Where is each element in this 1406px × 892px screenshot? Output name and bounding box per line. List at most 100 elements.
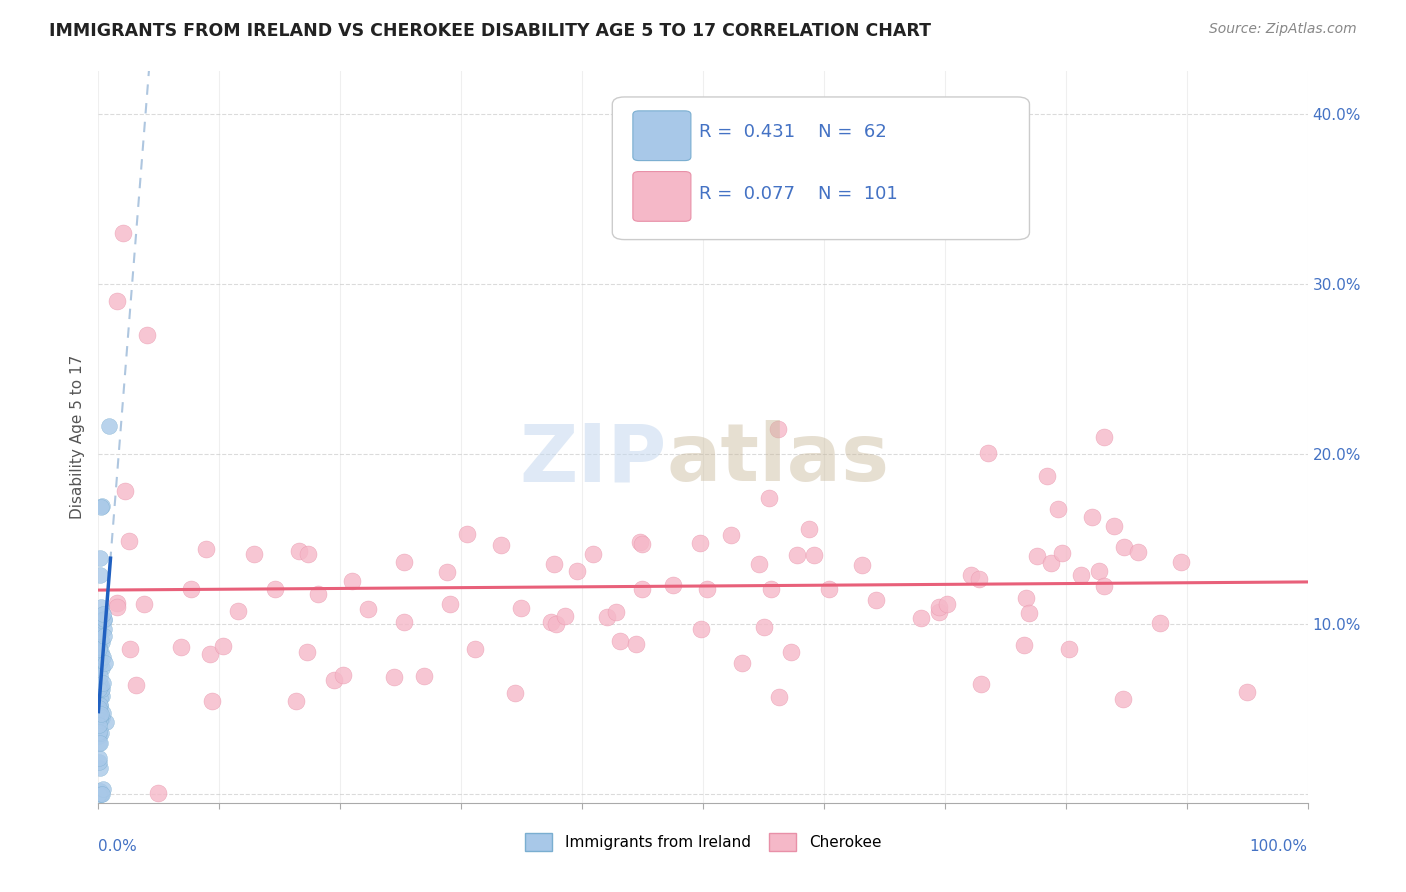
- Text: R =  0.431    N =  62: R = 0.431 N = 62: [699, 123, 887, 141]
- Point: [1047, 502, 1070, 516]
- Point: [567, 564, 589, 578]
- Point: [287, 544, 309, 558]
- Point: [967, 572, 990, 586]
- Point: [87, 730, 110, 744]
- Point: [1081, 509, 1104, 524]
- Point: [464, 641, 486, 656]
- Point: [91, 607, 114, 622]
- Point: [394, 615, 416, 630]
- Point: [89, 656, 111, 670]
- Point: [631, 582, 654, 596]
- Point: [1149, 616, 1171, 631]
- Point: [87, 652, 110, 666]
- Point: [505, 686, 527, 700]
- Point: [1112, 691, 1135, 706]
- Point: [910, 611, 932, 625]
- Point: [87, 656, 110, 670]
- Point: [689, 622, 711, 636]
- Point: [661, 578, 683, 592]
- Y-axis label: Disability Age 5 to 17: Disability Age 5 to 17: [70, 355, 86, 519]
- Point: [105, 600, 128, 615]
- Point: [98, 419, 121, 434]
- Point: [90, 678, 112, 692]
- Point: [543, 557, 565, 571]
- Point: [605, 605, 627, 619]
- Point: [90, 500, 112, 515]
- Point: [195, 542, 218, 557]
- Point: [146, 786, 169, 800]
- Point: [170, 640, 193, 655]
- Point: [180, 582, 202, 597]
- Point: [89, 551, 111, 566]
- Point: [295, 645, 318, 659]
- Point: [624, 637, 647, 651]
- Point: [323, 673, 346, 687]
- Point: [928, 599, 950, 614]
- Point: [94, 656, 117, 670]
- Point: [90, 682, 112, 697]
- Point: [90, 690, 112, 704]
- Point: [630, 536, 652, 550]
- Point: [93, 623, 115, 637]
- Point: [87, 703, 110, 717]
- Point: [582, 547, 605, 561]
- Point: [93, 612, 115, 626]
- Point: [960, 568, 983, 582]
- Point: [285, 694, 308, 708]
- Point: [928, 605, 950, 619]
- Point: [135, 328, 157, 343]
- Point: [436, 566, 458, 580]
- Point: [509, 600, 531, 615]
- Point: [1102, 519, 1125, 533]
- Point: [132, 598, 155, 612]
- Point: [977, 446, 1000, 460]
- Point: [91, 782, 114, 797]
- Point: [89, 691, 111, 706]
- Point: [90, 645, 112, 659]
- Point: [201, 694, 224, 708]
- Point: [1015, 591, 1038, 605]
- Point: [89, 701, 111, 715]
- Point: [1114, 540, 1136, 554]
- Point: [91, 635, 114, 649]
- Point: [114, 484, 136, 499]
- Point: [90, 787, 112, 801]
- Point: [1170, 555, 1192, 569]
- Point: [89, 676, 111, 690]
- Point: [87, 703, 110, 717]
- Point: [540, 615, 562, 629]
- Point: [105, 293, 128, 308]
- Point: [439, 597, 461, 611]
- Point: [90, 682, 112, 697]
- Point: [297, 547, 319, 561]
- Point: [87, 619, 110, 633]
- Point: [91, 676, 114, 690]
- Point: [720, 527, 742, 541]
- Point: [1052, 546, 1074, 560]
- Point: [1012, 638, 1035, 652]
- Point: [90, 787, 112, 801]
- Point: [1039, 556, 1062, 570]
- Point: [90, 599, 112, 614]
- Point: [544, 617, 567, 632]
- Point: [264, 582, 287, 596]
- Point: [759, 582, 782, 597]
- Point: [90, 613, 112, 627]
- Point: [456, 527, 478, 541]
- Point: [554, 608, 576, 623]
- FancyBboxPatch shape: [633, 171, 690, 221]
- Point: [936, 597, 959, 611]
- Point: [758, 491, 780, 506]
- Point: [1057, 641, 1080, 656]
- Point: [786, 548, 808, 562]
- Point: [609, 633, 631, 648]
- Point: [93, 613, 115, 627]
- Point: [89, 783, 111, 797]
- Point: [89, 736, 111, 750]
- Text: Source: ZipAtlas.com: Source: ZipAtlas.com: [1209, 22, 1357, 37]
- Point: [200, 647, 222, 661]
- Point: [1236, 685, 1258, 699]
- Point: [392, 555, 415, 569]
- Point: [780, 645, 803, 659]
- Point: [105, 596, 128, 610]
